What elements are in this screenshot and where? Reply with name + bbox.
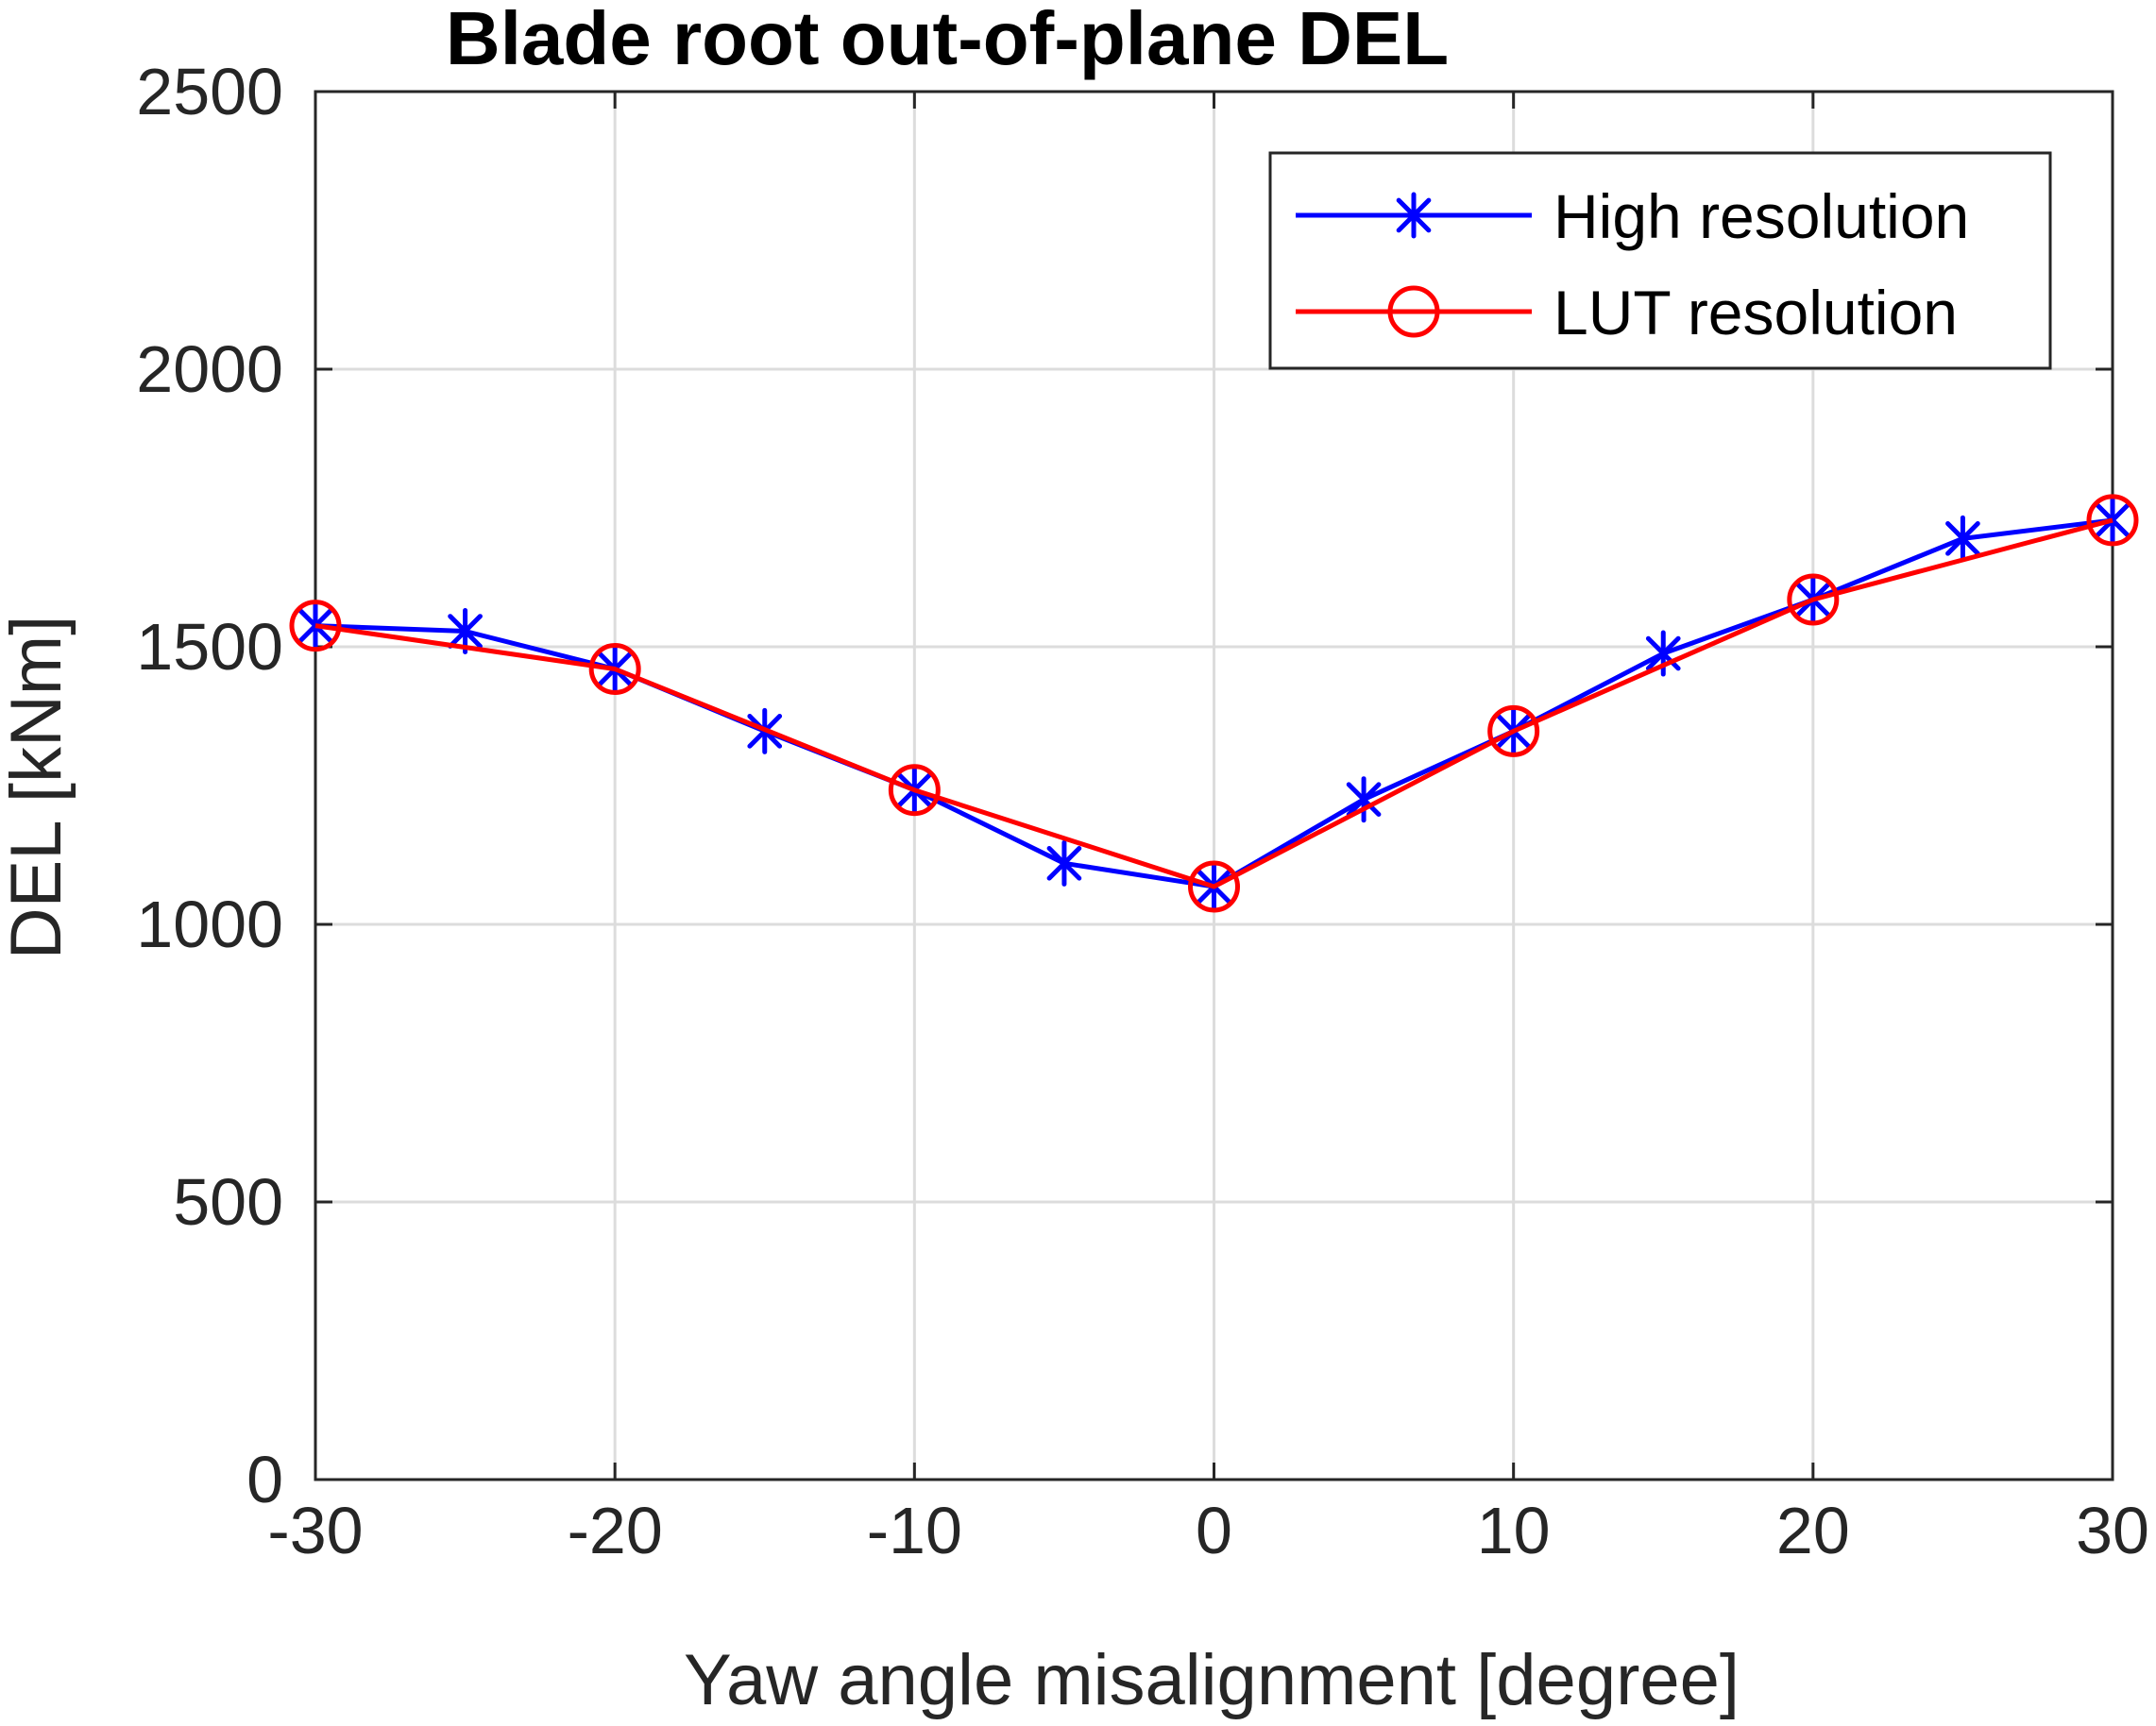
y-axis-label: DEL [kNm] xyxy=(0,616,76,960)
asterisk-stroke xyxy=(448,614,483,649)
data-point-lut-resolution xyxy=(1188,860,1240,913)
asterisk-stroke xyxy=(1396,197,1432,233)
legend-label-lut-resolution: LUT resolution xyxy=(1553,278,1958,347)
x-tick-label: -30 xyxy=(267,1494,363,1567)
y-tick-label: 1000 xyxy=(136,888,283,961)
x-tick-label: -20 xyxy=(568,1494,663,1567)
data-point-lut-resolution xyxy=(2086,494,2139,547)
x-tick-label: 30 xyxy=(2076,1494,2149,1567)
y-tick-label: 500 xyxy=(173,1165,283,1239)
x-tick-label: 20 xyxy=(1776,1494,1850,1567)
y-tick-labels: 0 500 1000 1500 2000 2500 xyxy=(136,55,283,1516)
data-point-high-resolution xyxy=(1046,839,1082,887)
legend-label-high-resolution: High resolution xyxy=(1553,181,1969,251)
legend-marker-asterisk xyxy=(1396,192,1432,239)
data-point-high-resolution xyxy=(1346,776,1382,823)
x-tick-labels: -30 -20 -10 0 10 20 30 xyxy=(267,1494,2149,1567)
data-point-high-resolution xyxy=(1945,515,1980,562)
x-tick-label: -10 xyxy=(867,1494,962,1567)
data-point-lut-resolution xyxy=(289,600,342,652)
legend-asterisk xyxy=(1396,192,1432,239)
y-tick-label: 0 xyxy=(246,1443,283,1516)
data-point-lut-resolution xyxy=(888,764,941,817)
data-point-lut-resolution xyxy=(1787,573,1840,626)
data-point-lut-resolution xyxy=(588,643,641,696)
chart-title: Blade root out-of-plane DEL xyxy=(446,0,1449,80)
asterisk-stroke xyxy=(1645,635,1681,671)
y-tick-label: 2000 xyxy=(136,332,283,406)
asterisk-stroke xyxy=(1346,782,1382,818)
y-tick-label: 1500 xyxy=(136,610,283,684)
x-tick-label: 0 xyxy=(1196,1494,1232,1567)
legend: High resolution LUT resolution xyxy=(1268,151,2052,370)
x-axis-label: Yaw angle misalignment [degree] xyxy=(684,1640,1740,1720)
data-point-lut-resolution xyxy=(1487,704,1540,757)
asterisk-stroke xyxy=(1046,845,1082,881)
series xyxy=(289,494,2139,913)
x-tick-label: 10 xyxy=(1477,1494,1551,1567)
asterisk-stroke xyxy=(1945,521,1980,556)
y-tick-label: 2500 xyxy=(136,55,283,128)
axis-ticks xyxy=(314,90,2114,1481)
legend-marker-circle xyxy=(1387,285,1440,338)
series-line-lut-resolution xyxy=(314,517,2114,889)
